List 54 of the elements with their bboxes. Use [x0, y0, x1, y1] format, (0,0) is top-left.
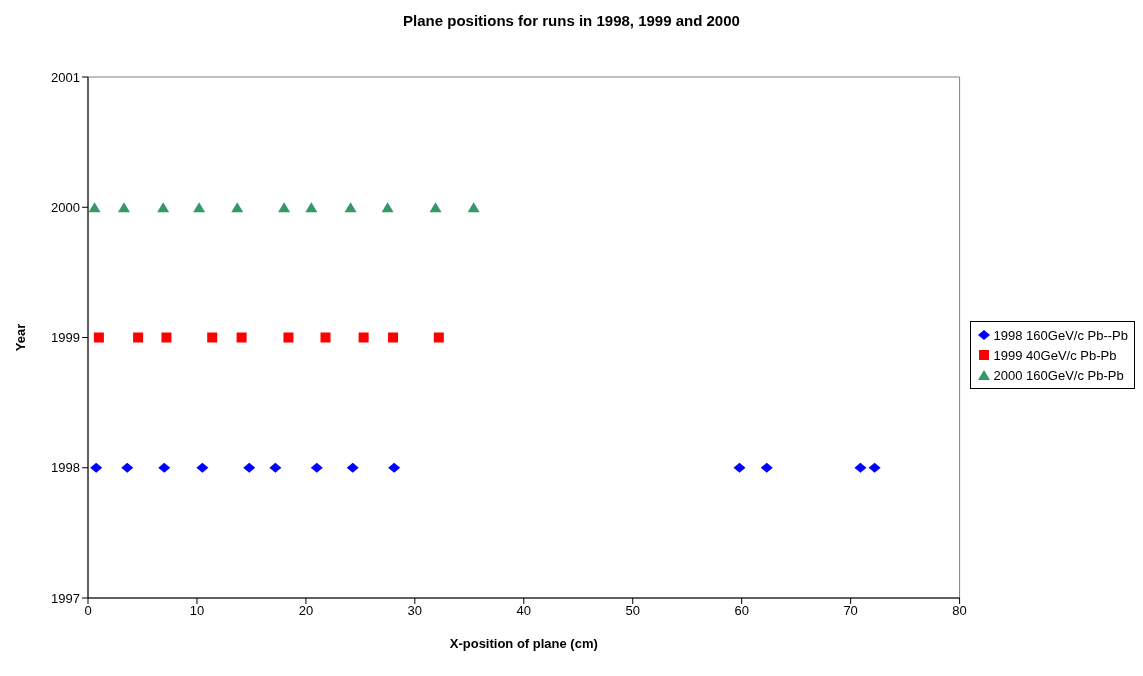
- point: [88, 202, 101, 213]
- x-tick-label: 40: [516, 603, 532, 619]
- point: [121, 462, 134, 473]
- x-axis-title: X-position of plane (cm): [449, 636, 598, 651]
- x-tick-label: 20: [298, 603, 314, 619]
- point: [854, 462, 867, 473]
- legend-label: 1998 160GeV/c Pb--Pb: [993, 327, 1128, 343]
- point: [346, 462, 359, 473]
- point: [236, 332, 247, 343]
- point: [433, 332, 444, 343]
- x-tick-label: 0: [84, 603, 92, 619]
- x-tick-label: 70: [843, 603, 858, 619]
- x-tick-label: 30: [407, 603, 423, 619]
- chart-title: Plane positions for runs in 1998, 1999 and 2000: [402, 11, 741, 31]
- legend-label: 1999 40GeV/c Pb-Pb: [993, 347, 1117, 363]
- point: [310, 462, 323, 473]
- y-axis-title: Year: [12, 323, 28, 352]
- point: [733, 462, 746, 473]
- point: [90, 462, 103, 473]
- point: [269, 462, 282, 473]
- point: [381, 202, 394, 213]
- x-tick-label: 10: [189, 603, 205, 619]
- point: [93, 332, 104, 343]
- point: [320, 332, 331, 343]
- y-tick-label: 2000: [51, 199, 80, 215]
- x-tick-label: 50: [625, 603, 640, 619]
- legend-label: 2000 160GeV/c Pb-Pb: [993, 367, 1124, 383]
- point: [305, 202, 318, 213]
- point: [117, 202, 130, 213]
- point: [467, 202, 480, 213]
- point: [157, 202, 170, 213]
- point: [243, 462, 256, 473]
- x-tick-label: 80: [952, 603, 967, 619]
- y-tick-label: 2001: [51, 69, 80, 85]
- y-tick-label: 1999: [51, 330, 80, 346]
- point: [231, 202, 244, 213]
- point: [868, 462, 881, 473]
- point: [358, 332, 369, 343]
- y-tick-label: 1998: [51, 460, 80, 476]
- point: [161, 332, 172, 343]
- point: [283, 332, 294, 343]
- point: [278, 202, 291, 213]
- point: [196, 462, 209, 473]
- y-tick-label: 1997: [51, 590, 80, 606]
- point: [388, 462, 401, 473]
- point: [760, 462, 773, 473]
- point: [133, 332, 144, 343]
- point: [388, 332, 399, 343]
- point: [429, 202, 442, 213]
- point: [158, 462, 171, 473]
- point: [207, 332, 218, 343]
- point: [193, 202, 206, 213]
- x-tick-label: 60: [734, 603, 749, 619]
- point: [344, 202, 357, 213]
